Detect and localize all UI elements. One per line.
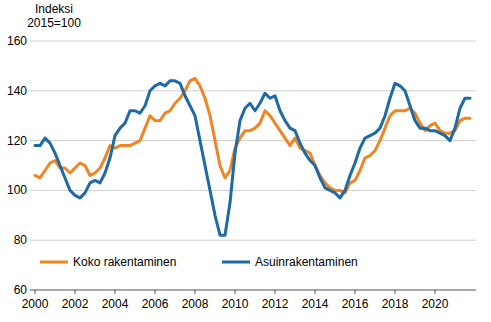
chart-container: Indeksi2015=100 60 80 100 120 140 160 2000 2002 2… [0,0,491,322]
x-tick [315,290,316,294]
grid-line [30,90,476,91]
chart: Indeksi2015=100 60 80 100 120 140 160 2000 2002 2… [0,0,491,322]
x-tick-label: 2012 [262,297,289,311]
series-line [35,81,470,235]
x-tick [235,290,236,294]
x-tick-label: 2020 [422,297,449,311]
x-tick-label: 2000 [22,297,49,311]
y-tick-label: 80 [14,233,28,247]
grid-line [30,140,476,141]
y-tick-label: 160 [7,34,27,48]
legend-label: Asuinrakentaminen [255,255,358,269]
y-axis-label: Indeksi2015=100 [27,2,81,30]
y-axis-label-line: 2015=100 [27,16,81,30]
x-tick-label: 2004 [102,297,129,311]
legend-swatch [40,261,68,264]
y-tick-label: 100 [7,183,27,197]
y-tick-label: 60 [14,283,28,297]
x-tick [435,290,436,294]
x-axis-line [30,290,476,291]
x-tick [35,290,36,294]
y-tick-label: 140 [7,84,27,98]
x-tick-label: 2010 [222,297,249,311]
grid-line [30,41,476,42]
x-tick-label: 2006 [142,297,169,311]
grid-line [30,190,476,191]
x-tick-label: 2014 [302,297,329,311]
series-line [35,78,470,193]
plot-area [35,78,470,235]
y-tick-label: 120 [7,134,27,148]
x-tick [75,290,76,294]
x-tick [395,290,396,294]
x-tick-label: 2008 [182,297,209,311]
legend-swatch [222,261,250,264]
x-tick [115,290,116,294]
x-tick [275,290,276,294]
x-tick [155,290,156,294]
x-tick-label: 2018 [382,297,409,311]
x-tick-label: 2016 [342,297,369,311]
x-tick [195,290,196,294]
x-tick-label: 2002 [62,297,89,311]
y-axis-label-line: Indeksi [35,2,73,16]
grid-line [30,240,476,241]
legend-label: Koko rakentaminen [73,255,176,269]
x-tick [355,290,356,294]
